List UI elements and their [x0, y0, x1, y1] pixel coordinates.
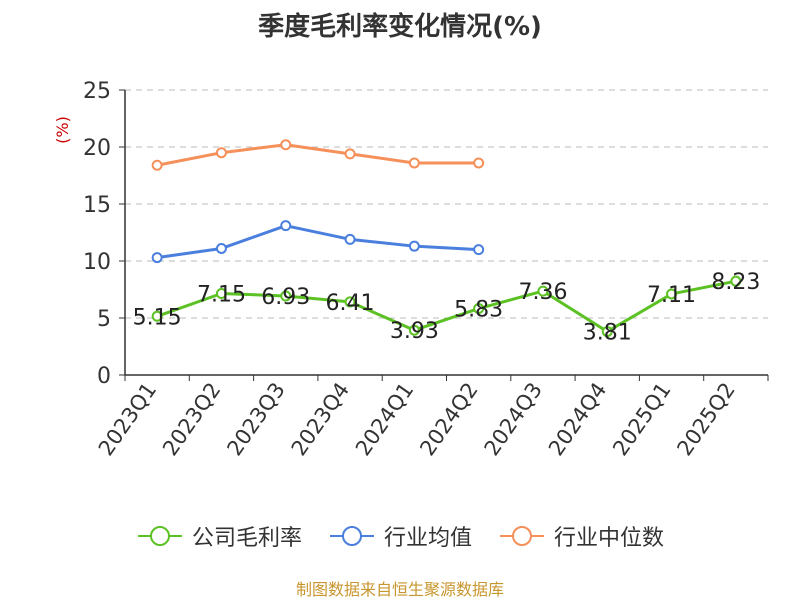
series-line-2: [156, 143, 479, 167]
data-point-1: [344, 233, 356, 245]
data-point-2: [280, 139, 292, 151]
data-label: 6.93: [261, 285, 310, 310]
data-point-0: [215, 287, 227, 299]
series-line-1: [156, 224, 479, 260]
legend-marker-industry-mean: [329, 526, 374, 546]
legend-marker-industry-median: [500, 526, 544, 546]
x-tick-label: 2025Q1: [608, 378, 675, 460]
y-tick-label: 20: [83, 136, 111, 161]
data-point-0: [280, 290, 292, 302]
y-tick-label: 25: [83, 79, 111, 104]
data-point-1: [215, 242, 227, 254]
data-label: 5.15: [133, 305, 182, 330]
x-tick-label: 2024Q4: [544, 378, 611, 460]
x-tick-label: 2024Q3: [480, 378, 547, 460]
data-point-0: [730, 275, 742, 287]
x-tick-label: 2023Q3: [222, 378, 289, 460]
data-label: 8.23: [711, 270, 760, 295]
data-label: 3.81: [583, 321, 632, 346]
y-tick-label: 5: [97, 307, 111, 332]
data-label: 6.41: [326, 291, 375, 316]
legend-item-industry-median[interactable]: 行业中位数: [498, 520, 664, 552]
data-point-0: [537, 285, 549, 297]
data-point-0: [473, 303, 485, 315]
data-label: 7.11: [647, 283, 696, 308]
y-tick-label: 10: [83, 250, 111, 275]
data-label: 7.15: [197, 282, 246, 307]
y-axis-label: (%): [53, 116, 72, 144]
data-point-1: [473, 244, 485, 256]
legend-item-industry-mean[interactable]: 行业均值: [328, 520, 472, 552]
legend-label-industry-median: 行业中位数: [554, 526, 665, 551]
data-point-0: [151, 310, 163, 322]
chart-title: 季度毛利率变化情况(%): [258, 12, 542, 42]
data-point-0: [408, 324, 420, 336]
data-point-2: [473, 157, 485, 169]
legend-marker-company: [137, 526, 182, 546]
source-note: 制图数据来自恒生聚源数据库: [295, 580, 504, 599]
legend-label-industry-mean: 行业均值: [383, 526, 472, 551]
x-tick-label: 2024Q1: [351, 378, 418, 460]
data-label: 5.83: [454, 298, 503, 323]
data-point-2: [344, 148, 356, 160]
data-point-2: [151, 159, 163, 171]
x-tick-label: 2025Q2: [672, 378, 739, 460]
data-point-0: [601, 326, 613, 338]
data-point-2: [215, 147, 227, 159]
y-tick-label: 15: [83, 193, 111, 218]
x-tick-label: 2024Q2: [415, 378, 482, 460]
y-tick-label: 0: [97, 364, 111, 389]
data-point-1: [408, 240, 420, 252]
x-tick-label: 2023Q2: [158, 378, 225, 460]
data-point-1: [151, 252, 163, 264]
data-label: 7.36: [518, 280, 567, 305]
data-point-2: [408, 157, 420, 169]
series-line-0: [156, 279, 737, 334]
data-point-0: [666, 288, 678, 300]
x-tick-label: 2023Q1: [94, 378, 161, 460]
legend-label-company: 公司毛利率: [191, 526, 302, 551]
line-chart: 0510152025(%)2023Q12023Q22023Q32023Q4202…: [53, 79, 769, 460]
data-point-0: [344, 296, 356, 308]
legend-item-company[interactable]: 公司毛利率: [136, 520, 302, 552]
legend: 公司毛利率 行业均值 行业中位数: [0, 520, 800, 552]
x-tick-label: 2023Q4: [287, 378, 354, 460]
data-label: 3.93: [390, 319, 439, 344]
data-point-1: [280, 220, 292, 232]
